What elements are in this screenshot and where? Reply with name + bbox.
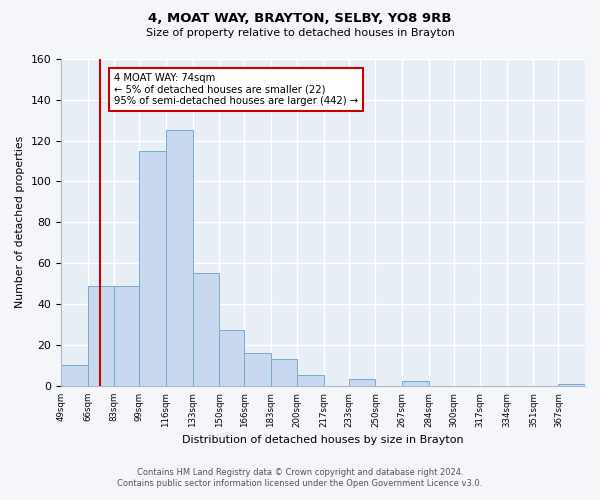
Bar <box>271 359 297 386</box>
Bar <box>88 286 115 386</box>
Bar <box>297 376 324 386</box>
Y-axis label: Number of detached properties: Number of detached properties <box>15 136 25 308</box>
Bar <box>139 151 166 386</box>
Bar <box>349 380 376 386</box>
Bar <box>61 365 88 386</box>
Bar <box>402 382 428 386</box>
Bar <box>166 130 193 386</box>
Bar <box>193 274 219 386</box>
Text: Size of property relative to detached houses in Brayton: Size of property relative to detached ho… <box>146 28 454 38</box>
Bar <box>559 384 585 386</box>
Bar <box>219 330 244 386</box>
Bar <box>244 353 271 386</box>
Text: 4 MOAT WAY: 74sqm
← 5% of detached houses are smaller (22)
95% of semi-detached : 4 MOAT WAY: 74sqm ← 5% of detached house… <box>115 74 358 106</box>
Text: Contains HM Land Registry data © Crown copyright and database right 2024.
Contai: Contains HM Land Registry data © Crown c… <box>118 468 482 487</box>
Text: 4, MOAT WAY, BRAYTON, SELBY, YO8 9RB: 4, MOAT WAY, BRAYTON, SELBY, YO8 9RB <box>148 12 452 26</box>
Bar <box>115 286 139 386</box>
X-axis label: Distribution of detached houses by size in Brayton: Distribution of detached houses by size … <box>182 435 464 445</box>
